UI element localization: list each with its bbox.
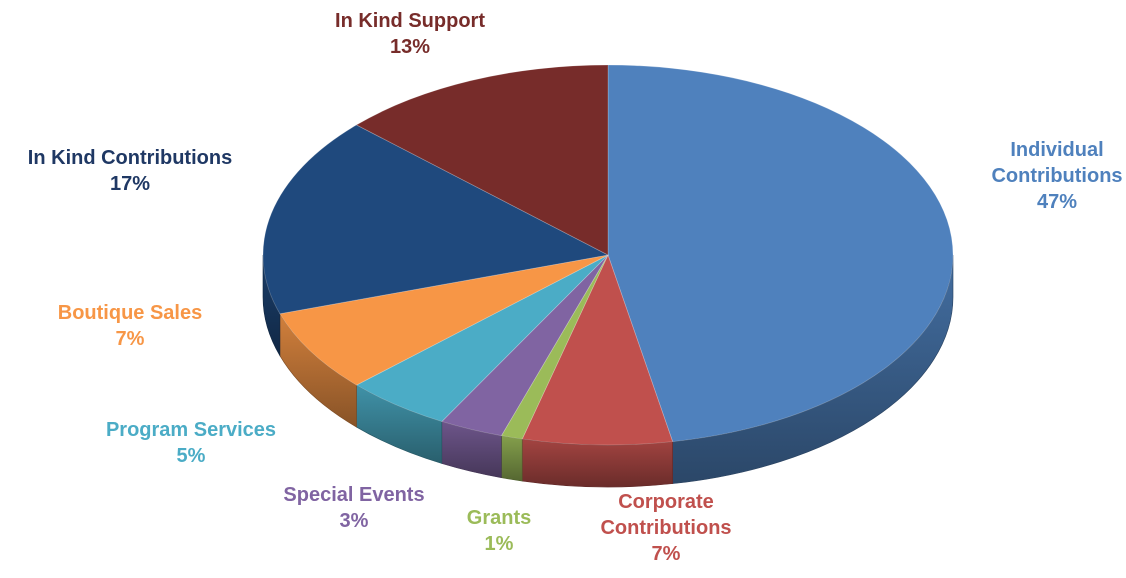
pie-slice-in-kind-contributions[interactable]	[262, 124, 610, 315]
data-label-boutique-sales: Boutique Sales 7%	[58, 300, 202, 352]
data-label-program-services: Program Services 5%	[106, 417, 276, 469]
data-label-corporate-contributions: Corporate Contributions 7%	[600, 489, 731, 567]
data-label-name: In Kind Support	[335, 10, 485, 32]
data-label-name: In Kind Contributions	[27, 147, 233, 169]
data-label-name: Corporate	[618, 491, 714, 513]
pie-side-walls	[262, 254, 954, 488]
data-label-name: Individual	[1010, 139, 1104, 161]
pie-slice-grants[interactable]	[500, 254, 609, 440]
data-label-name: Boutique Sales	[57, 302, 203, 324]
pie-slice-in-kind-support[interactable]	[355, 64, 609, 256]
data-label-percent: 47%	[1036, 191, 1078, 213]
data-label-in-kind-contributions: In Kind Contributions 17%	[28, 145, 232, 197]
data-label-percent: 3%	[339, 510, 369, 532]
pie-side-corporate-contributions	[521, 438, 673, 488]
data-label-percent: 13%	[389, 36, 431, 58]
data-label-name: Special Events	[283, 484, 425, 506]
data-label-name: Program Services	[105, 419, 277, 441]
data-label-in-kind-support: In Kind Support 13%	[335, 8, 485, 60]
data-label-special-events: Special Events 3%	[283, 482, 424, 534]
pie-slice-individual-contributions[interactable]	[607, 64, 954, 443]
data-label-percent: 1%	[484, 533, 514, 555]
data-label-percent: 7%	[651, 543, 681, 565]
data-label-grants: Grants 1%	[467, 505, 531, 557]
data-label-percent: 17%	[109, 173, 151, 195]
pie-top-faces	[262, 64, 954, 446]
data-label-name: Grants	[466, 507, 532, 529]
pie-slice-corporate-contributions[interactable]	[521, 253, 674, 446]
pie-slice-special-events[interactable]	[441, 254, 609, 437]
data-label-name: Contributions	[600, 517, 732, 539]
pie-slice-boutique-sales[interactable]	[279, 254, 609, 386]
data-label-individual-contributions: Individual Contributions 47%	[991, 137, 1122, 215]
pie-side-grants	[501, 435, 523, 482]
data-label-name: Contributions	[991, 165, 1123, 187]
data-label-percent: 7%	[115, 328, 145, 350]
data-label-percent: 5%	[176, 445, 206, 467]
pie-slice-program-services[interactable]	[355, 254, 609, 422]
